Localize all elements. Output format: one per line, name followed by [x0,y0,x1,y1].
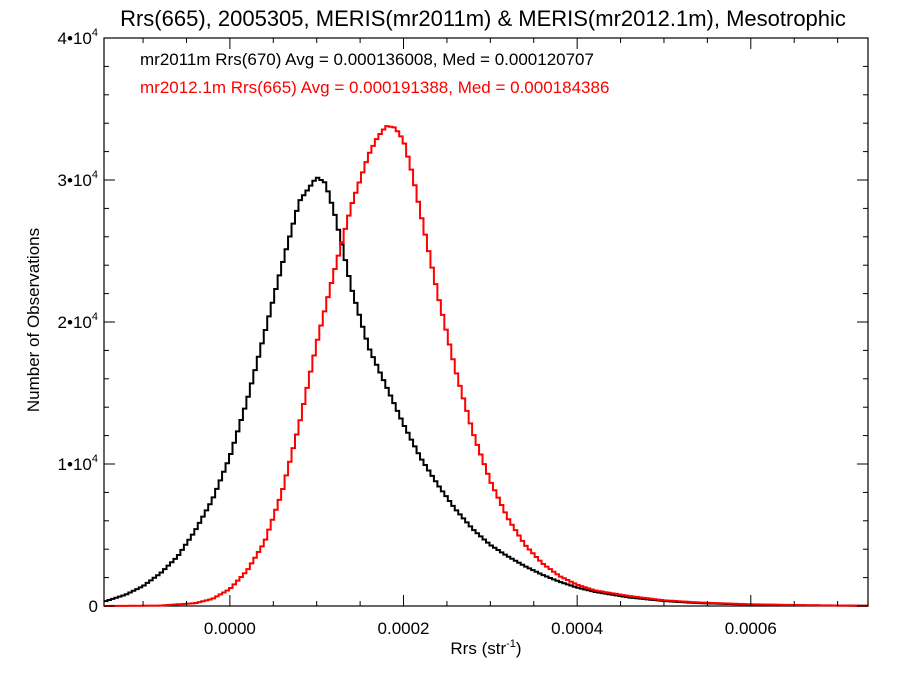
x-tick-label-3: 0.0006 [725,619,777,638]
x-tick-label-1: 0.0002 [378,619,430,638]
y-tick-label-exponent: 4 [92,311,98,323]
chart-title: Rrs(665), 2005305, MERIS(mr2011m) & MERI… [120,6,846,31]
x-axis-label-main: Rrs (str [450,639,506,658]
y-tick-label-main: 0 [89,597,98,616]
y-tick-label-exponent: 4 [92,453,98,465]
y-tick-label-1: 1•104 [58,453,98,474]
y-tick-label-0: 0 [89,597,98,616]
series-layer [104,125,869,607]
tick-layer: 0.0000 0.0002 0.0004 0.000601•1042•1043•104… [58,27,868,638]
y-tick-label-3: 3•104 [58,169,98,190]
y-tick-label-main: 1•10 [58,455,92,474]
y-tick-label-4: 4•104 [58,27,98,48]
plot-frame [103,37,869,607]
x-axis-label: Rrs (str-1) [450,638,521,658]
x-axis-label-sup: -1 [506,638,516,650]
y-tick-label-main: 2•10 [58,313,92,332]
series-line-0 [104,176,869,607]
y-tick-label-main: 3•10 [58,171,92,190]
y-tick-label-exponent: 4 [92,27,98,39]
series-line-1 [104,125,869,607]
y-axis-label: Number of Observations [24,228,43,412]
y-tick-label-exponent: 4 [92,169,98,181]
y-tick-label-main: 4•10 [58,29,92,48]
legend-entry-black: mr2011m Rrs(670) Avg = 0.000136008, Med … [140,50,594,69]
x-tick-label-2: 0.0004 [551,619,603,638]
legend: mr2011m Rrs(670) Avg = 0.000136008, Med … [140,50,609,97]
y-tick-label-2: 2•104 [58,311,98,332]
x-axis-label-close: ) [516,639,522,658]
legend-entry-red: mr2012.1m Rrs(665) Avg = 0.000191388, Me… [140,78,609,97]
x-tick-label-0: 0.0000 [204,619,256,638]
